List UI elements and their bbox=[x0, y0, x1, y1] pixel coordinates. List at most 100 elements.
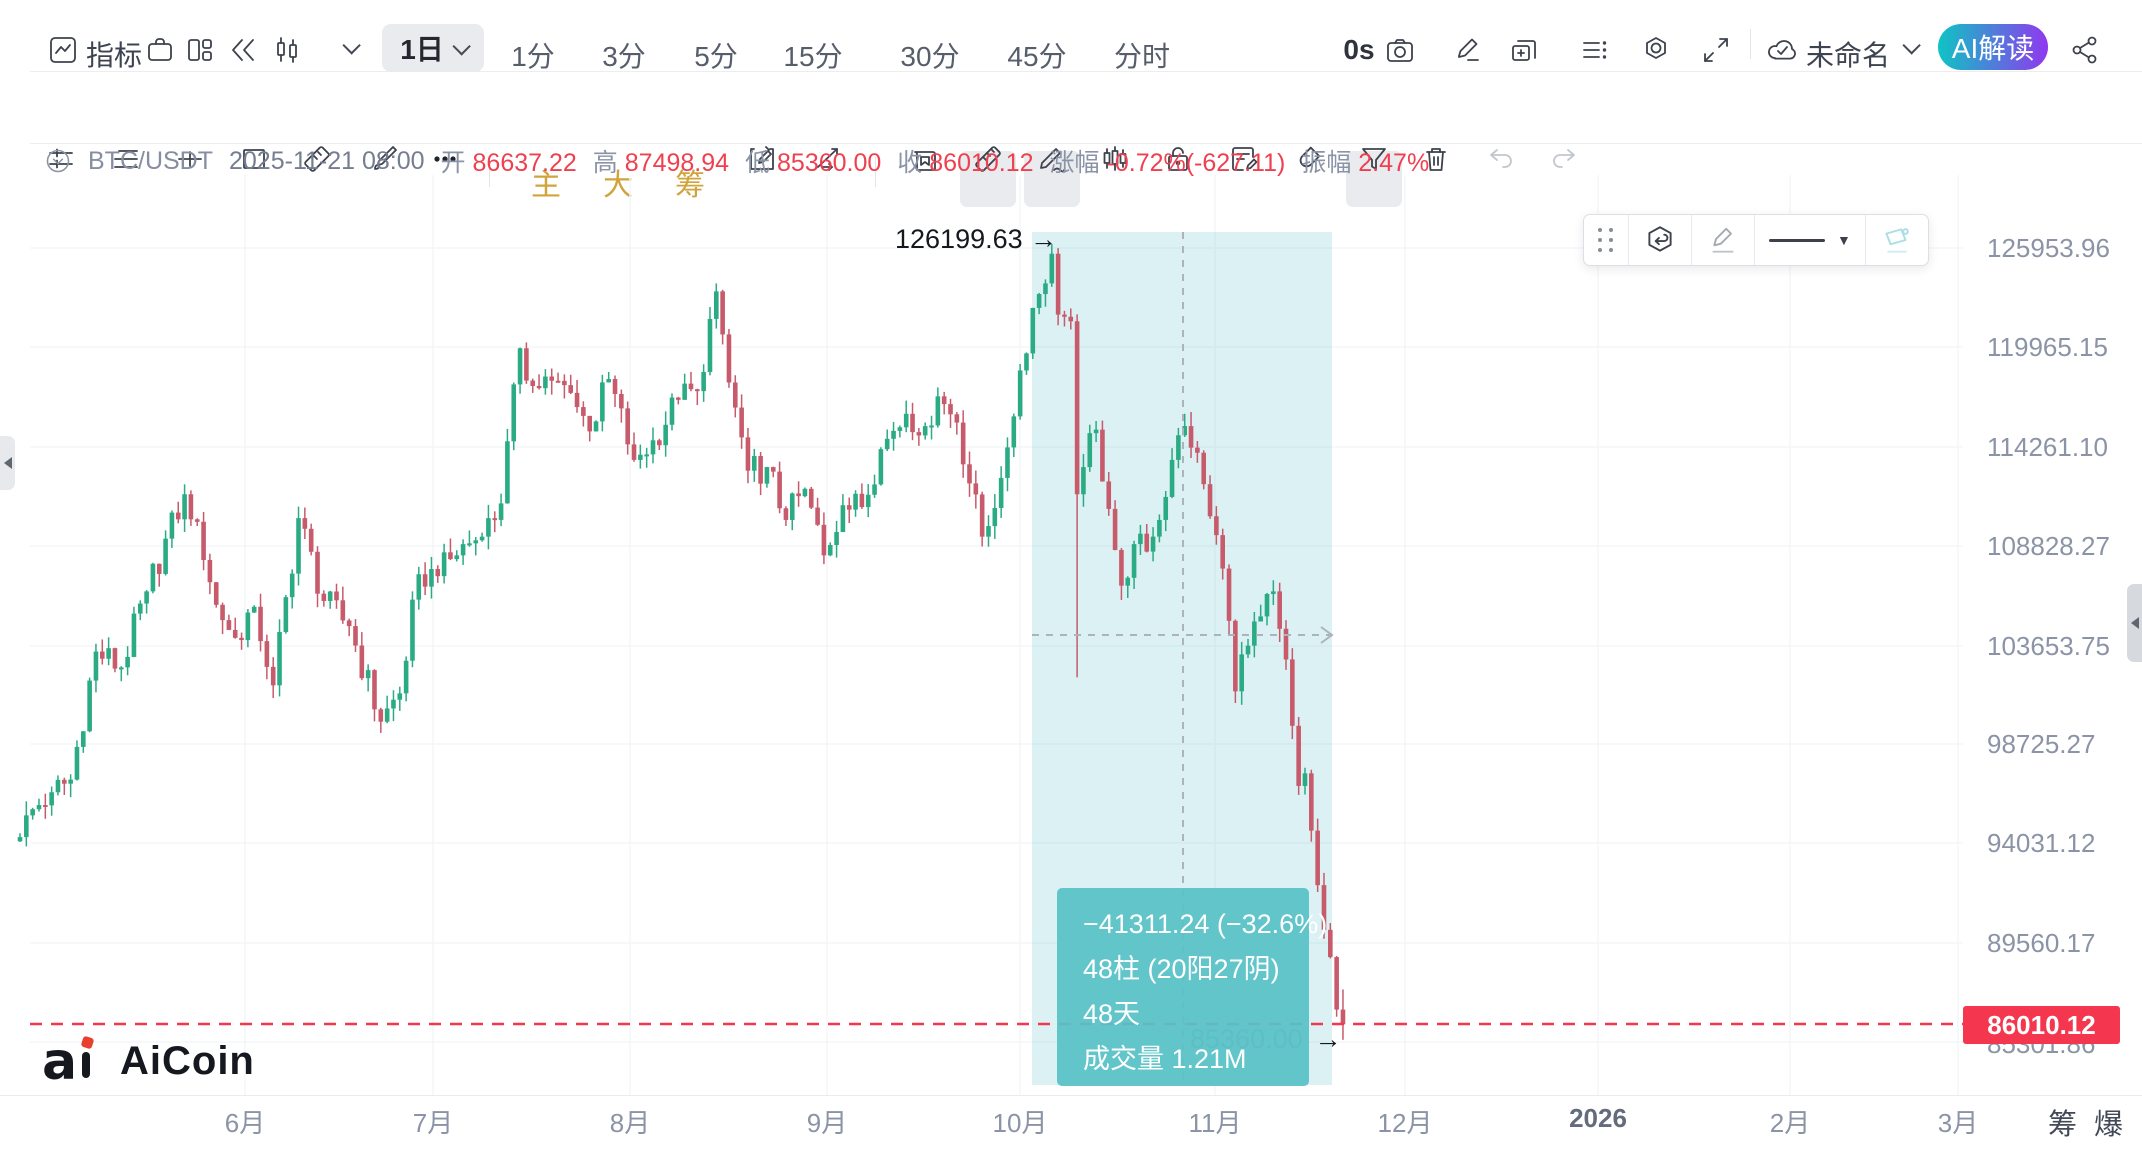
share-button[interactable] bbox=[2068, 33, 2102, 67]
aicoin-logo-icon: a bbox=[42, 1032, 106, 1092]
ohlc-low: 低 85360.00 bbox=[745, 149, 882, 177]
ai-analysis-button[interactable]: AI解读 bbox=[1938, 24, 2048, 70]
collapse-circle-icon[interactable] bbox=[44, 147, 72, 175]
ruler-icon bbox=[975, 146, 1001, 172]
menu-icon bbox=[114, 150, 138, 168]
screenshot-button[interactable] bbox=[1383, 33, 1417, 67]
time-axis-border bbox=[0, 1095, 2142, 1096]
left-panel-collapse-tab[interactable] bbox=[0, 436, 15, 490]
ohlc-close: 收 86010.12 bbox=[897, 149, 1034, 177]
time-axis-label: 2026 bbox=[1569, 1103, 1627, 1133]
bookmark-tool[interactable] bbox=[905, 139, 945, 179]
edit-frame-button[interactable] bbox=[742, 139, 782, 179]
expand-icon bbox=[1704, 38, 1728, 62]
tab-main-chart[interactable]: 主 bbox=[531, 169, 561, 202]
interval-3m[interactable]: 3分 bbox=[602, 41, 646, 72]
rectangle-tool[interactable] bbox=[234, 139, 274, 179]
indicator-panel-button[interactable] bbox=[46, 33, 80, 67]
chart-style-button[interactable] bbox=[270, 33, 304, 67]
measure-tooltip: −41311.24 (−32.6%) 48柱 (20阳27阴) 48天 成交量 … bbox=[1057, 888, 1328, 1086]
bar-datetime: 2025-11-21 08:00 bbox=[229, 146, 425, 175]
edit-style-button[interactable] bbox=[1691, 215, 1754, 265]
measure-change: −41311.24 (−32.6%) bbox=[1083, 909, 1328, 939]
interval-1m[interactable]: 1分 bbox=[511, 41, 555, 72]
candlestick-style-icon bbox=[277, 37, 297, 63]
ohlc-amplitude: 振幅 2.47% bbox=[1301, 149, 1430, 177]
ellipsis-icon bbox=[434, 156, 456, 162]
layout-button[interactable] bbox=[183, 33, 217, 67]
fullscreen-button[interactable] bbox=[1699, 33, 1733, 67]
high-price-annotation: 126199.63 → bbox=[895, 224, 1058, 254]
menu-lines-button[interactable] bbox=[106, 139, 146, 179]
interval-selector[interactable]: 1日 bbox=[382, 24, 484, 72]
indicator-chart-icon bbox=[50, 37, 76, 63]
candles-icon bbox=[1103, 146, 1127, 171]
pen-tool-active[interactable] bbox=[1032, 139, 1072, 179]
add-pane-button[interactable] bbox=[1507, 33, 1541, 67]
interval-intraday[interactable]: 分时 bbox=[1113, 41, 1171, 72]
toolbar-divider bbox=[875, 157, 876, 187]
shapes-tool[interactable] bbox=[297, 139, 337, 179]
right-panel-collapse-tab[interactable] bbox=[2127, 584, 2142, 662]
horizontal-line-tool[interactable] bbox=[170, 139, 210, 179]
measure-tool-active[interactable] bbox=[968, 139, 1008, 179]
magnet-button[interactable] bbox=[1288, 139, 1328, 179]
time-axis-label: 6月 bbox=[224, 1108, 266, 1138]
current-price-badge: 86010.12 bbox=[1963, 1006, 2120, 1044]
more-tools-button[interactable] bbox=[425, 139, 465, 179]
lock-drawings-button[interactable] bbox=[1158, 139, 1198, 179]
edit-note-button[interactable] bbox=[1451, 33, 1485, 67]
delete-drawings-button[interactable] bbox=[1416, 139, 1456, 179]
settings-button[interactable] bbox=[1639, 33, 1673, 67]
briefcase-button[interactable] bbox=[143, 33, 177, 67]
interval-45m[interactable]: 45分 bbox=[1007, 41, 1067, 72]
trash-icon bbox=[1426, 148, 1446, 171]
watchlist-button[interactable] bbox=[1578, 33, 1612, 67]
toolbar-divider bbox=[489, 157, 490, 187]
drag-handle[interactable] bbox=[1584, 215, 1628, 265]
note-edit-button[interactable] bbox=[1223, 139, 1263, 179]
tab-chips-distribution[interactable]: 筹 bbox=[2048, 1109, 2078, 1141]
label-style-button[interactable] bbox=[1864, 215, 1928, 265]
layout-name[interactable]: 未命名 bbox=[1806, 40, 1891, 71]
ohlc-change: 涨幅 -0.72%(-627.11) bbox=[1049, 149, 1286, 177]
tab-chips[interactable]: 筹 bbox=[675, 169, 705, 202]
interval-30m[interactable]: 30分 bbox=[900, 41, 960, 72]
rewind-button[interactable] bbox=[226, 33, 260, 67]
cloud-save-button[interactable] bbox=[1765, 33, 1799, 67]
drag-dots-icon bbox=[1598, 228, 1614, 252]
brush-tool[interactable] bbox=[364, 139, 404, 179]
pencil-icon bbox=[1458, 38, 1479, 61]
symbol-label[interactable]: BTC/USDT bbox=[88, 146, 213, 175]
briefcase-icon bbox=[148, 38, 172, 61]
undo-icon bbox=[1490, 149, 1512, 168]
layout-grid-icon bbox=[188, 39, 212, 61]
trend-line-icon bbox=[817, 148, 838, 171]
tab-large-chart[interactable]: 大 bbox=[603, 169, 633, 202]
redo-button[interactable] bbox=[1544, 139, 1584, 179]
bar-countdown: 0s bbox=[1343, 34, 1375, 65]
lock-icon bbox=[1168, 147, 1188, 171]
interval-5m[interactable]: 5分 bbox=[694, 41, 738, 72]
time-axis-label: 10月 bbox=[992, 1108, 1048, 1138]
price-axis-label: 94031.12 bbox=[1987, 828, 2096, 858]
toolbar-divider bbox=[1750, 29, 1751, 59]
edit-box-icon bbox=[750, 146, 774, 170]
trend-compare-button[interactable] bbox=[808, 139, 848, 179]
interval-15m[interactable]: 15分 bbox=[783, 41, 843, 72]
ohlc-high: 高 87498.94 bbox=[592, 149, 730, 177]
ruler-pencil-icon bbox=[304, 146, 330, 172]
filter-tool-active[interactable] bbox=[1354, 139, 1394, 179]
time-axis-label: 9月 bbox=[806, 1108, 848, 1138]
price-axis-label: 98725.27 bbox=[1987, 729, 2096, 759]
indicator-label[interactable]: 指标 bbox=[86, 40, 143, 71]
tab-liquidation[interactable]: 爆 bbox=[2094, 1109, 2124, 1141]
redo-icon bbox=[1553, 149, 1575, 168]
line-style-dropdown[interactable]: ▼ bbox=[1754, 215, 1865, 265]
candle-pattern-button[interactable] bbox=[1095, 139, 1135, 179]
undo-button[interactable] bbox=[1481, 139, 1521, 179]
cloud-check-icon bbox=[1768, 40, 1796, 60]
dropdown-arrow-icon: ▼ bbox=[1837, 232, 1851, 248]
measure-volume: 成交量 1.21M bbox=[1083, 1044, 1247, 1074]
revert-shape-button[interactable] bbox=[1628, 215, 1691, 265]
